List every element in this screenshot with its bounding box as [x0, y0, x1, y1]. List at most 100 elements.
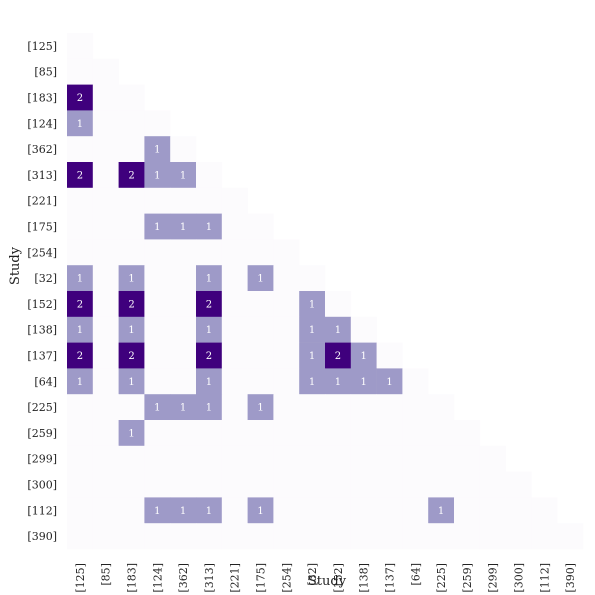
x-tick-label: [125]	[74, 563, 87, 593]
heatmap-cell	[170, 342, 197, 369]
heatmap-cell-label: 1	[309, 377, 315, 388]
heatmap-cell	[299, 420, 326, 447]
heatmap-cell	[247, 265, 274, 292]
heatmap-cell	[479, 445, 506, 472]
heatmap-cell	[67, 497, 94, 524]
heatmap-cell	[376, 342, 403, 369]
heatmap-cell	[118, 84, 145, 111]
y-tick-label: [299]	[27, 453, 57, 466]
heatmap-cell	[170, 445, 197, 472]
heatmap-cell-label: 1	[206, 222, 212, 233]
x-tick-label: [225]	[435, 563, 448, 593]
y-tick-label: [137]	[27, 350, 57, 363]
heatmap-cell-label: 1	[309, 325, 315, 336]
heatmap-cell	[454, 420, 481, 447]
heatmap-cell	[67, 187, 94, 214]
x-tick-label: [183]	[126, 563, 139, 593]
heatmap-cell-label: 1	[361, 351, 367, 362]
heatmap-cell	[350, 420, 377, 447]
heatmap-cell-label: 1	[77, 119, 83, 130]
x-tick-label: [32]	[306, 563, 319, 586]
heatmap-cell	[144, 342, 171, 369]
heatmap-cell	[118, 316, 145, 343]
heatmap-cell	[325, 445, 352, 472]
heatmap-cell	[67, 420, 94, 447]
heatmap-cell	[428, 394, 455, 421]
heatmap-cell-label: 1	[77, 274, 83, 285]
heatmap-cell	[299, 394, 326, 421]
heatmap-cell	[325, 471, 352, 498]
heatmap-cell	[67, 162, 94, 189]
heatmap-cell-label: 1	[309, 299, 315, 310]
heatmap-cell-label: 1	[128, 274, 134, 285]
heatmap-cell	[221, 523, 248, 550]
heatmap-cell	[479, 497, 506, 524]
heatmap-cell	[454, 471, 481, 498]
x-tick-label: [313]	[203, 563, 216, 593]
x-tick-label: [85]	[100, 563, 113, 586]
y-tick-label: [183]	[27, 92, 57, 105]
heatmap-cell	[144, 162, 171, 189]
heatmap-cell	[118, 110, 145, 137]
y-tick-label: [259]	[27, 427, 57, 440]
x-tick-label: [124]	[151, 563, 164, 593]
heatmap-cell	[144, 265, 171, 292]
heatmap-cell	[67, 136, 94, 163]
heatmap-cell	[428, 445, 455, 472]
heatmap-cell	[92, 342, 119, 369]
heatmap-cell-label: 1	[180, 403, 186, 414]
heatmap-cell	[221, 445, 248, 472]
x-tick-label: [259]	[461, 563, 474, 593]
x-tick-labels: [125] [85] [183] [124] [362] [313] [221] [175] […	[74, 563, 577, 593]
heatmap-cell	[144, 239, 171, 266]
heatmap-cell	[273, 497, 300, 524]
y-tick-label: [254]	[27, 246, 57, 259]
heatmap-cell	[376, 445, 403, 472]
heatmap-cell	[299, 445, 326, 472]
heatmap-cell	[299, 497, 326, 524]
heatmap-cell	[196, 162, 223, 189]
heatmap-cell-label: 1	[309, 351, 315, 362]
y-tick-label: [125]	[27, 40, 57, 53]
heatmap-cells: 2 1 1 2 2 1 1 1 1 1 1 1 1 1 2 2 2 1 1 1 1 1 1 2 2 2 1 2 1 1 1 1 1 1 1 1 1 1 1 1…	[67, 33, 584, 550]
heatmap-cell-label: 2	[206, 351, 212, 362]
heatmap-cell	[221, 316, 248, 343]
y-tick-label: [225]	[27, 401, 57, 414]
heatmap-cell	[92, 420, 119, 447]
heatmap-cell-label: 1	[128, 428, 134, 439]
heatmap-cell	[196, 213, 223, 240]
heatmap-cell	[325, 316, 352, 343]
heatmap-cell	[221, 239, 248, 266]
heatmap-cell	[92, 497, 119, 524]
heatmap-cell	[505, 497, 532, 524]
heatmap-cell	[144, 394, 171, 421]
heatmap-cell	[247, 523, 274, 550]
heatmap-cell	[92, 471, 119, 498]
heatmap-cell	[221, 420, 248, 447]
heatmap-cell	[144, 316, 171, 343]
heatmap-cell	[196, 368, 223, 395]
y-tick-label: [313]	[27, 169, 57, 182]
heatmap-cell-label: 1	[154, 403, 160, 414]
heatmap-cell-label: 2	[77, 93, 83, 104]
heatmap-cell	[221, 187, 248, 214]
heatmap-cell-label: 2	[128, 299, 134, 310]
heatmap-cell	[196, 394, 223, 421]
y-tick-label: [390]	[27, 530, 57, 543]
heatmap-cell	[144, 445, 171, 472]
heatmap-cell	[350, 316, 377, 343]
heatmap-cell	[92, 136, 119, 163]
heatmap-cell	[144, 420, 171, 447]
heatmap-cell	[428, 471, 455, 498]
heatmap-cell	[247, 497, 274, 524]
heatmap-cell	[247, 420, 274, 447]
heatmap-cell-label: 2	[206, 299, 212, 310]
heatmap-cell	[428, 497, 455, 524]
x-tick-label: [152]	[332, 563, 345, 593]
heatmap-cell	[247, 394, 274, 421]
y-tick-label: [300]	[27, 479, 57, 492]
y-tick-label: [64]	[34, 375, 57, 388]
heatmap-cell	[350, 497, 377, 524]
x-tick-label: [254]	[280, 563, 293, 593]
